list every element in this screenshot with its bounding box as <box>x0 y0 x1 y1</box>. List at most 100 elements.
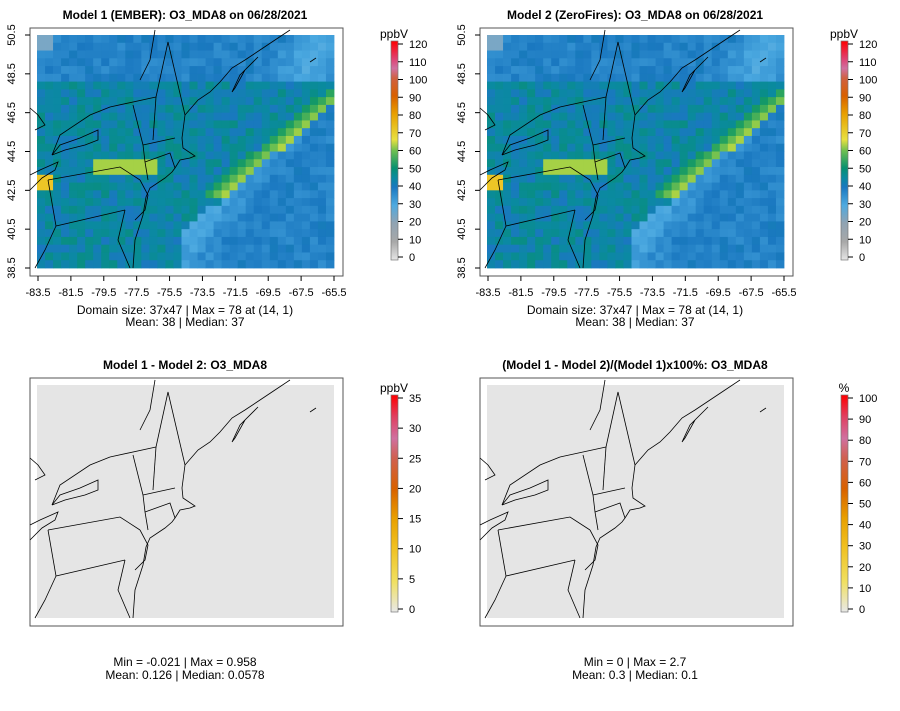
heatmap-cell <box>575 213 584 222</box>
heatmap-cell <box>543 252 552 261</box>
heatmap-cell <box>567 174 576 183</box>
heatmap-cell <box>229 198 239 207</box>
heatmap-cell <box>495 120 504 129</box>
heatmap-cell <box>775 50 785 59</box>
heatmap-cell <box>269 50 279 59</box>
heatmap-cell <box>687 190 697 199</box>
heatmap-cell <box>165 260 174 269</box>
heatmap-cell <box>567 97 576 106</box>
heatmap-cell <box>519 244 528 253</box>
heatmap-cell <box>237 252 247 261</box>
heatmap-cell <box>751 174 761 183</box>
heatmap-cell <box>261 66 271 75</box>
heatmap-cell <box>679 151 689 160</box>
heatmap-cell <box>663 73 673 82</box>
heatmap-cell <box>679 244 689 253</box>
heatmap-cell <box>543 236 552 246</box>
heatmap-cell <box>189 50 198 59</box>
heatmap-cell <box>671 104 681 114</box>
heatmap-cell <box>301 151 311 160</box>
heatmap-cell <box>269 120 279 129</box>
heatmap-cell <box>221 58 231 67</box>
heatmap-cell <box>663 236 673 246</box>
colorbar-tick-label: 110 <box>859 57 877 69</box>
heatmap-cell <box>519 128 528 137</box>
heatmap-cell <box>77 182 86 191</box>
heatmap-cell <box>45 174 54 183</box>
heatmap-cell <box>293 252 303 261</box>
heatmap-cell <box>623 135 632 145</box>
heatmap-cell <box>157 143 166 152</box>
heatmap-cell <box>309 143 319 152</box>
heatmap-cell <box>575 236 584 246</box>
heatmap-cell <box>663 229 673 238</box>
heatmap-cell <box>277 159 287 168</box>
heatmap-cell <box>189 174 198 183</box>
heatmap-cell <box>751 260 761 269</box>
heatmap-cell <box>45 221 54 230</box>
heatmap-cell <box>647 42 656 51</box>
heatmap-cell <box>775 97 785 106</box>
heatmap-cell <box>293 135 303 145</box>
heatmap-cell <box>695 35 705 44</box>
heatmap-cell <box>221 213 231 222</box>
heatmap-cell <box>253 244 263 253</box>
heatmap-cell <box>751 66 761 75</box>
heatmap-cell <box>719 221 729 230</box>
heatmap-cell <box>325 42 335 51</box>
heatmap-cell <box>695 213 705 222</box>
heatmap-cell <box>663 167 673 176</box>
heatmap-cell <box>743 81 753 90</box>
heatmap-cell <box>719 151 729 160</box>
heatmap-cell <box>623 236 632 246</box>
heatmap-cell <box>133 151 142 160</box>
heatmap-cell <box>527 66 536 75</box>
heatmap-cell <box>213 174 223 183</box>
heatmap-cell <box>285 81 295 90</box>
heatmap-cell <box>759 128 769 137</box>
heatmap-cell <box>671 35 681 44</box>
heatmap-cell <box>551 205 560 215</box>
heatmap-cell <box>317 104 327 114</box>
heatmap-cell <box>181 35 190 44</box>
difference-field <box>487 385 784 618</box>
heatmap-cell <box>165 213 174 222</box>
y-tick-label: 40.5 <box>6 218 18 239</box>
x-tick-label: -75.5 <box>157 287 182 299</box>
heatmap-cell <box>189 244 198 253</box>
heatmap-cell <box>551 221 560 230</box>
heatmap-cell <box>519 182 528 191</box>
heatmap-cell <box>551 73 560 82</box>
heatmap-cell <box>37 42 46 51</box>
heatmap-cell <box>317 159 327 168</box>
heatmap-cell <box>743 174 753 183</box>
heatmap-cell <box>269 81 279 90</box>
heatmap-cell <box>671 58 681 67</box>
heatmap-cell <box>751 151 761 160</box>
heatmap-cell <box>237 120 247 129</box>
heatmap-cell <box>125 205 134 215</box>
heatmap-cell <box>133 35 142 44</box>
heatmap-cell <box>101 252 110 261</box>
map-panel-4: (Model 1 - Model 2)/(Model 1)x100%: O3_M… <box>479 358 877 682</box>
heatmap-cell <box>751 143 761 152</box>
heatmap-cell <box>751 42 761 51</box>
heatmap-cell <box>735 205 745 215</box>
heatmap-cell <box>735 104 745 114</box>
heatmap-cell <box>495 50 504 59</box>
heatmap-cell <box>109 50 118 59</box>
heatmap-cell <box>687 66 697 75</box>
heatmap-cell <box>679 229 689 238</box>
heatmap-cell <box>535 120 544 129</box>
heatmap-cell <box>309 128 319 137</box>
heatmap-cell <box>141 236 150 246</box>
heatmap-cell <box>727 120 737 129</box>
heatmap-cell <box>511 190 520 199</box>
heatmap-cell <box>237 151 247 160</box>
heatmap-cell <box>181 42 190 51</box>
heatmap-cell <box>679 50 689 59</box>
heatmap-cell <box>615 50 624 59</box>
heatmap-cell <box>245 205 255 215</box>
heatmap-cell <box>735 135 745 145</box>
